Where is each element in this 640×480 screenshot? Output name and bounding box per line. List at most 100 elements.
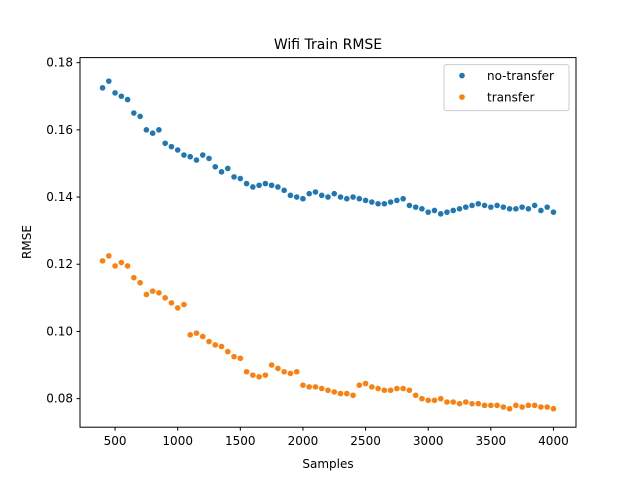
data-point-no-transfer-21	[231, 174, 237, 180]
data-point-transfer-67	[519, 404, 525, 410]
data-point-no-transfer-22	[237, 175, 244, 182]
data-point-transfer-36	[325, 387, 331, 394]
data-point-no-transfer-18	[212, 164, 219, 170]
data-point-no-transfer-57	[456, 206, 463, 212]
data-point-transfer-6	[137, 279, 143, 286]
data-point-transfer-60	[475, 400, 482, 407]
x-axis-label: Samples	[302, 457, 353, 471]
data-point-transfer-28	[275, 365, 281, 372]
y-axis-ticks: 0.08 0.10 0.12 0.14 0.16 0.18	[46, 56, 80, 406]
data-point-transfer-34	[312, 384, 319, 390]
data-point-transfer-27	[268, 362, 275, 368]
data-point-no-transfer-60	[475, 200, 482, 207]
data-point-transfer-39	[343, 390, 350, 397]
data-point-no-transfer-14	[187, 153, 194, 160]
data-point-transfer-24	[250, 372, 256, 378]
data-point-no-transfer-24	[250, 184, 256, 190]
data-point-no-transfer-50	[412, 204, 419, 210]
y-axis-label: RMSE	[20, 225, 34, 259]
data-point-no-transfer-59	[469, 202, 475, 209]
data-point-transfer-52	[425, 397, 432, 404]
data-point-transfer-59	[469, 400, 475, 407]
data-point-no-transfer-34	[312, 189, 319, 195]
data-point-no-transfer-41	[356, 195, 363, 202]
x-tick-label-3: 2000	[288, 434, 319, 448]
data-point-no-transfer-26	[262, 180, 269, 187]
chart-title: Wifi Train RMSE	[274, 37, 382, 53]
data-point-transfer-62	[488, 402, 494, 409]
data-point-no-transfer-17	[206, 155, 212, 162]
data-point-transfer-66	[513, 402, 519, 409]
data-point-transfer-43	[369, 384, 375, 390]
data-point-transfer-2	[112, 263, 118, 269]
data-point-no-transfer-31	[293, 194, 300, 200]
data-point-transfer-64	[500, 404, 507, 410]
data-point-no-transfer-20	[225, 165, 231, 172]
data-point-no-transfer-67	[519, 204, 525, 210]
data-point-no-transfer-47	[394, 197, 400, 204]
data-point-no-transfer-45	[381, 200, 388, 207]
data-point-no-transfer-44	[375, 200, 381, 207]
data-point-no-transfer-35	[318, 192, 325, 199]
data-point-transfer-29	[281, 368, 287, 375]
data-point-transfer-48	[400, 385, 406, 392]
x-tick-label-1: 1000	[162, 434, 193, 448]
data-point-transfer-33	[306, 384, 313, 390]
data-point-transfer-56	[450, 399, 457, 405]
data-point-no-transfer-15	[193, 157, 200, 163]
legend-box	[443, 64, 570, 112]
data-point-no-transfer-66	[513, 206, 519, 212]
data-point-transfer-30	[287, 370, 294, 377]
data-point-no-transfer-54	[437, 211, 444, 217]
data-point-no-transfer-52	[425, 209, 432, 215]
data-point-no-transfer-13	[181, 152, 187, 158]
data-point-no-transfer-64	[500, 204, 507, 210]
data-point-transfer-47	[394, 385, 400, 392]
data-point-transfer-21	[231, 353, 237, 360]
data-point-transfer-44	[375, 385, 381, 392]
data-point-no-transfer-1	[106, 78, 112, 84]
data-point-transfer-25	[256, 374, 262, 380]
data-point-transfer-57	[456, 400, 463, 407]
data-point-no-transfer-8	[149, 130, 156, 136]
data-point-transfer-23	[243, 368, 250, 375]
data-point-transfer-69	[531, 402, 538, 409]
data-point-transfer-55	[444, 399, 450, 405]
y-tick-label-5: 0.18	[46, 56, 73, 70]
data-point-no-transfer-68	[525, 206, 532, 212]
data-point-transfer-31	[293, 368, 300, 375]
data-point-transfer-26	[262, 372, 269, 378]
data-point-no-transfer-70	[538, 207, 544, 214]
data-point-no-transfer-46	[387, 199, 394, 205]
data-point-transfer-1	[106, 253, 112, 259]
data-point-transfer-5	[131, 274, 137, 281]
data-point-no-transfer-51	[419, 206, 425, 212]
data-point-no-transfer-10	[162, 140, 168, 147]
data-point-transfer-40	[350, 392, 356, 399]
data-point-no-transfer-53	[431, 207, 438, 214]
data-point-transfer-22	[237, 355, 244, 362]
data-point-no-transfer-30	[287, 192, 294, 199]
data-point-transfer-35	[318, 385, 325, 392]
data-point-transfer-51	[419, 395, 425, 402]
x-tick-label-7: 4000	[538, 434, 569, 448]
data-point-transfer-54	[437, 395, 444, 402]
y-tick-label-2: 0.12	[46, 257, 73, 271]
data-point-no-transfer-49	[406, 202, 413, 209]
x-tick-label-5: 3000	[413, 434, 444, 448]
data-point-transfer-32	[300, 382, 306, 389]
data-point-transfer-42	[362, 380, 369, 387]
data-point-no-transfer-72	[550, 209, 557, 215]
data-point-no-transfer-69	[531, 202, 538, 209]
data-point-transfer-14	[187, 332, 194, 338]
data-point-no-transfer-65	[506, 206, 513, 212]
data-point-transfer-4	[124, 263, 131, 269]
data-point-no-transfer-42	[362, 197, 369, 204]
plot-background	[80, 57, 576, 428]
data-point-transfer-49	[406, 387, 413, 394]
series-transfer	[99, 253, 557, 412]
data-point-no-transfer-61	[481, 202, 488, 209]
data-point-transfer-7	[143, 291, 150, 298]
y-tick-label-3: 0.14	[46, 190, 73, 204]
